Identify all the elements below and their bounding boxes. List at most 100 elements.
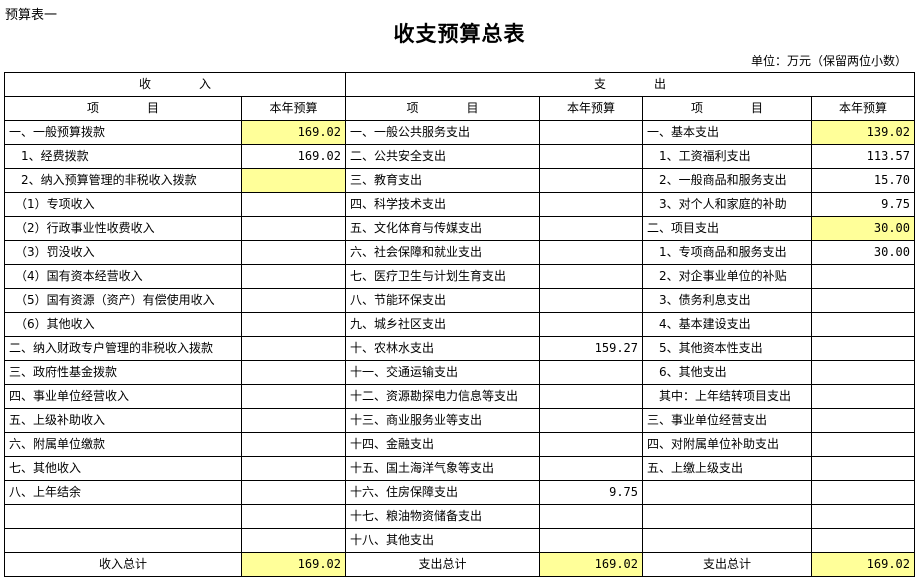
income-item: 2、纳入预算管理的非税收入拨款	[4, 168, 242, 193]
expense-economic-item: 3、债务利息支出	[642, 288, 812, 313]
expense-section-header: 支 出	[345, 72, 915, 97]
table-row: 五、上级补助收入 十三、商业服务业等支出 三、事业单位经营支出	[4, 408, 915, 433]
income-budget-header: 本年预算	[241, 96, 346, 121]
expense2-budget-header: 本年预算	[811, 96, 915, 121]
income-budget	[241, 528, 346, 553]
expense-function-item: 一、一般公共服务支出	[345, 120, 540, 145]
expense-economic-budget	[811, 456, 915, 481]
expense2-total-label: 支出总计	[642, 552, 812, 577]
table-row: 十七、粮油物资储备支出	[4, 504, 915, 529]
income-budget	[241, 264, 346, 289]
expense-economic-budget: 9.75	[811, 192, 915, 217]
expense-function-item: 二、公共安全支出	[345, 144, 540, 169]
expense-economic-item	[642, 480, 812, 505]
expense-function-budget	[539, 216, 643, 241]
header-row-columns: 项 目 本年预算 项 目 本年预算 项 目 本年预算	[4, 96, 915, 121]
expense-economic-budget	[811, 336, 915, 361]
expense-economic-budget: 139.02	[811, 120, 915, 145]
table-row: 六、附属单位缴款 十四、金融支出 四、对附属单位补助支出	[4, 432, 915, 457]
expense-function-item: 十六、住房保障支出	[345, 480, 540, 505]
expense-function-budget	[539, 240, 643, 265]
expense1-item-header: 项 目	[345, 96, 540, 121]
expense2-total-value: 169.02	[811, 552, 915, 577]
expense-function-item: 十四、金融支出	[345, 432, 540, 457]
expense-function-item: 六、社会保障和就业支出	[345, 240, 540, 265]
expense-economic-item: 1、工资福利支出	[642, 144, 812, 169]
table-row: 一、一般预算拨款 169.02 一、一般公共服务支出 一、基本支出 139.02	[4, 120, 915, 145]
expense-function-budget	[539, 504, 643, 529]
income-item: （4）国有资本经营收入	[4, 264, 242, 289]
table-row: 1、经费拨款 169.02 二、公共安全支出 1、工资福利支出 113.57	[4, 144, 915, 169]
expense-function-budget	[539, 528, 643, 553]
expense-economic-budget	[811, 408, 915, 433]
expense-function-item: 十三、商业服务业等支出	[345, 408, 540, 433]
expense-economic-item: 1、专项商品和服务支出	[642, 240, 812, 265]
income-budget	[241, 216, 346, 241]
expense-economic-budget: 113.57	[811, 144, 915, 169]
table-row: （1）专项收入 四、科学技术支出 3、对个人和家庭的补助 9.75	[4, 192, 915, 217]
expense-function-item: 八、节能环保支出	[345, 288, 540, 313]
expense-economic-item: 二、项目支出	[642, 216, 812, 241]
income-item: 六、附属单位缴款	[4, 432, 242, 457]
table-row: （2）行政事业性收费收入 五、文化体育与传媒支出 二、项目支出 30.00	[4, 216, 915, 241]
expense-economic-item: 4、基本建设支出	[642, 312, 812, 337]
income-budget: 169.02	[241, 120, 346, 145]
expense-economic-budget: 15.70	[811, 168, 915, 193]
expense-economic-budget: 30.00	[811, 240, 915, 265]
expense-function-item: 七、医疗卫生与计划生育支出	[345, 264, 540, 289]
expense-function-item: 十、农林水支出	[345, 336, 540, 361]
expense-function-item: 四、科学技术支出	[345, 192, 540, 217]
expense-economic-item: 2、一般商品和服务支出	[642, 168, 812, 193]
expense-function-budget: 9.75	[539, 480, 643, 505]
sheet-label: 预算表一	[5, 8, 58, 23]
income-item: 八、上年结余	[4, 480, 242, 505]
income-budget	[241, 504, 346, 529]
expense-economic-item	[642, 528, 812, 553]
expense-function-budget	[539, 192, 643, 217]
expense-function-item: 十二、资源勘探电力信息等支出	[345, 384, 540, 409]
expense-economic-budget	[811, 312, 915, 337]
expense1-total-value: 169.02	[539, 552, 643, 577]
income-budget: 169.02	[241, 144, 346, 169]
expense-economic-item: 3、对个人和家庭的补助	[642, 192, 812, 217]
expense-function-item: 十七、粮油物资储备支出	[345, 504, 540, 529]
income-budget	[241, 168, 346, 193]
income-item-header: 项 目	[4, 96, 242, 121]
expense-function-budget	[539, 312, 643, 337]
expense-function-item: 三、教育支出	[345, 168, 540, 193]
table-row: 四、事业单位经营收入 十二、资源勘探电力信息等支出 其中：上年结转项目支出	[4, 384, 915, 409]
expense-function-budget	[539, 384, 643, 409]
expense-economic-budget	[811, 264, 915, 289]
expense-economic-budget	[811, 360, 915, 385]
expense-function-item: 五、文化体育与传媒支出	[345, 216, 540, 241]
expense-economic-item: 一、基本支出	[642, 120, 812, 145]
expense-economic-item	[642, 504, 812, 529]
expense-economic-item: 三、事业单位经营支出	[642, 408, 812, 433]
expense-function-budget	[539, 120, 643, 145]
income-budget	[241, 288, 346, 313]
income-item	[4, 504, 242, 529]
totals-row: 收入总计 169.02 支出总计 169.02 支出总计 169.02	[4, 552, 915, 577]
table-row: （6）其他收入 九、城乡社区支出 4、基本建设支出	[4, 312, 915, 337]
expense-economic-item: 2、对企事业单位的补贴	[642, 264, 812, 289]
expense-economic-item: 其中：上年结转项目支出	[642, 384, 812, 409]
income-item: （2）行政事业性收费收入	[4, 216, 242, 241]
table-row: （4）国有资本经营收入 七、医疗卫生与计划生育支出 2、对企事业单位的补贴	[4, 264, 915, 289]
income-item: 四、事业单位经营收入	[4, 384, 242, 409]
income-budget	[241, 360, 346, 385]
income-budget	[241, 456, 346, 481]
expense-economic-item: 6、其他支出	[642, 360, 812, 385]
page-title: 收支预算总表	[393, 22, 526, 46]
expense-function-item: 十一、交通运输支出	[345, 360, 540, 385]
expense-economic-item: 五、上缴上级支出	[642, 456, 812, 481]
expense-economic-budget	[811, 504, 915, 529]
expense-function-budget	[539, 360, 643, 385]
expense-function-item: 九、城乡社区支出	[345, 312, 540, 337]
income-budget	[241, 192, 346, 217]
expense-function-budget	[539, 456, 643, 481]
expense-function-budget	[539, 264, 643, 289]
income-item: 1、经费拨款	[4, 144, 242, 169]
expense1-budget-header: 本年预算	[539, 96, 643, 121]
table-row: 十八、其他支出	[4, 528, 915, 553]
table-row: 八、上年结余 十六、住房保障支出 9.75	[4, 480, 915, 505]
